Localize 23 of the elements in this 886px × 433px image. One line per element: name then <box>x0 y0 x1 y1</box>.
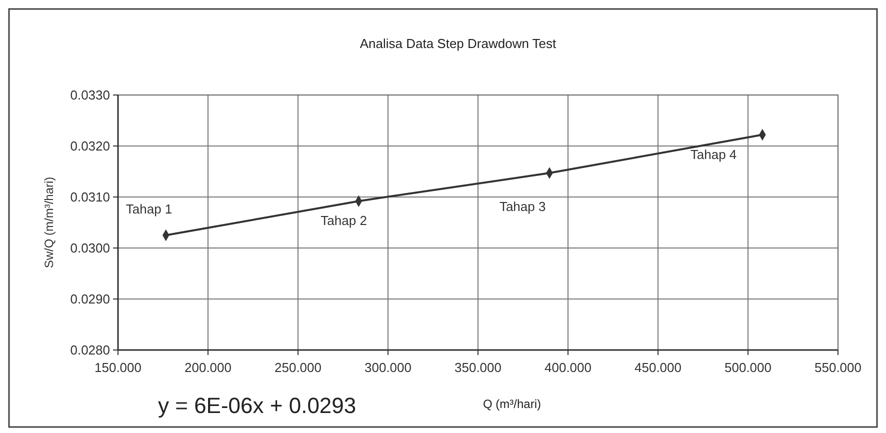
annotation: Tahap 2 <box>320 213 367 228</box>
y-tick-label: 0.0300 <box>70 240 110 256</box>
annotation: Tahap 1 <box>126 201 172 216</box>
y-tick-label: 0.0320 <box>70 138 110 154</box>
x-tick-label: 350.000 <box>454 360 502 375</box>
x-tick-label: 250.000 <box>274 360 322 375</box>
y-tick-label: 0.0280 <box>70 342 110 358</box>
x-tick-label: 550.000 <box>814 360 862 375</box>
y-axis-title: Sw/Q (m/m³/hari) <box>42 176 56 268</box>
annotation: Tahap 3 <box>499 199 546 214</box>
text: y = 6E-06x + 0.0293 <box>158 393 356 418</box>
x-tick-label: 450.000 <box>634 360 682 375</box>
x-tick-label: 150.000 <box>94 360 142 375</box>
x-tick-label: 200.000 <box>184 360 232 375</box>
x-tick-label: 500.000 <box>724 360 772 375</box>
x-tick-label: 400.000 <box>544 360 592 375</box>
annotation: Tahap 4 <box>690 146 737 162</box>
y-tick-label: 0.0330 <box>70 88 110 103</box>
chart-title: Analisa Data Step Drawdown Test <box>360 36 557 51</box>
x-axis-title: Q (m³/hari) <box>483 397 541 411</box>
y-tick-label: 0.0310 <box>70 190 110 205</box>
x-tick-label: 300.000 <box>364 360 412 375</box>
y-tick-label: 0.0290 <box>70 292 110 307</box>
